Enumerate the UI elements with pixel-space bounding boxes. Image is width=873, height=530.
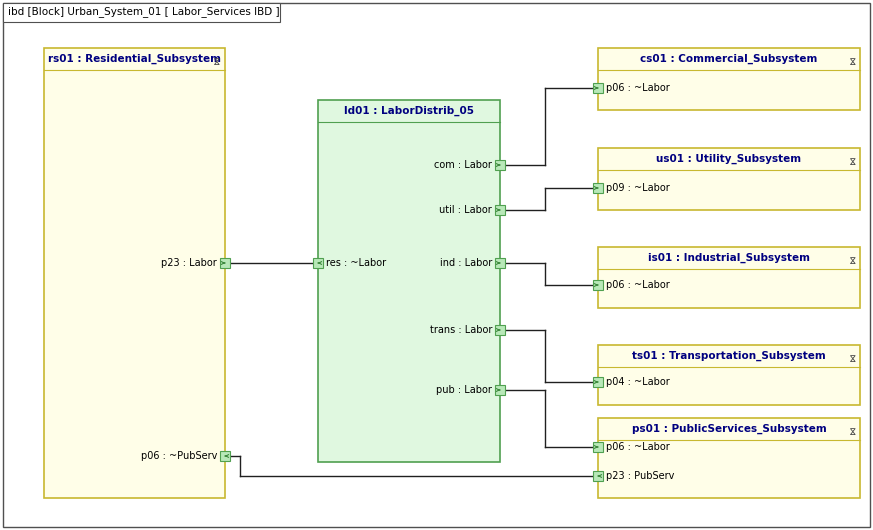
Bar [495, 160, 505, 170]
Bar [495, 385, 505, 395]
Bar [3, 3, 280, 22]
Bar [318, 100, 500, 462]
Text: ⴵ: ⴵ [214, 58, 220, 67]
Bar [495, 258, 505, 268]
Text: p06 : ~Labor: p06 : ~Labor [606, 442, 670, 452]
Bar [495, 325, 505, 335]
Bar [313, 258, 323, 268]
Text: p23 : PubServ: p23 : PubServ [606, 471, 674, 481]
Text: ind : Labor: ind : Labor [440, 258, 492, 268]
Text: rs01 : Residential_Subsystem: rs01 : Residential_Subsystem [48, 54, 221, 64]
Text: p09 : ~Labor: p09 : ~Labor [606, 183, 670, 193]
Bar [44, 48, 225, 498]
Text: ld01 : LaborDistrib_05: ld01 : LaborDistrib_05 [344, 106, 474, 116]
Text: pub : Labor: pub : Labor [436, 385, 492, 395]
Bar [495, 205, 505, 215]
Bar [598, 247, 860, 308]
Bar [593, 471, 603, 481]
Text: ⴵ: ⴵ [849, 58, 855, 67]
Bar [593, 377, 603, 387]
Text: com : Labor: com : Labor [434, 160, 492, 170]
Text: p23 : Labor: p23 : Labor [162, 258, 217, 268]
Bar [593, 183, 603, 193]
Text: ibd [Block] Urban_System_01 [ Labor_Services IBD ]: ibd [Block] Urban_System_01 [ Labor_Serv… [8, 6, 279, 17]
Text: ⴵ: ⴵ [849, 355, 855, 364]
Text: ts01 : Transportation_Subsystem: ts01 : Transportation_Subsystem [632, 351, 826, 361]
Bar [598, 345, 860, 405]
Text: p06 : ~PubServ: p06 : ~PubServ [141, 451, 217, 461]
Text: ps01 : PublicServices_Subsystem: ps01 : PublicServices_Subsystem [632, 424, 827, 434]
Text: util : Labor: util : Labor [439, 205, 492, 215]
Text: us01 : Utility_Subsystem: us01 : Utility_Subsystem [656, 154, 801, 164]
Bar [593, 280, 603, 290]
Text: res : ~Labor: res : ~Labor [326, 258, 386, 268]
Text: ⴵ: ⴵ [849, 428, 855, 437]
Text: ⴵ: ⴵ [849, 257, 855, 266]
Text: cs01 : Commercial_Subsystem: cs01 : Commercial_Subsystem [640, 54, 818, 64]
Text: is01 : Industrial_Subsystem: is01 : Industrial_Subsystem [648, 253, 810, 263]
Text: ⴵ: ⴵ [849, 158, 855, 167]
Bar [593, 83, 603, 93]
Bar [220, 451, 230, 461]
Text: p04 : ~Labor: p04 : ~Labor [606, 377, 670, 387]
Text: trans : Labor: trans : Labor [430, 325, 492, 335]
Bar [593, 442, 603, 452]
Text: p06 : ~Labor: p06 : ~Labor [606, 280, 670, 290]
Bar [598, 48, 860, 110]
Bar [598, 418, 860, 498]
Text: p06 : ~Labor: p06 : ~Labor [606, 83, 670, 93]
Bar [598, 148, 860, 210]
Bar [220, 258, 230, 268]
